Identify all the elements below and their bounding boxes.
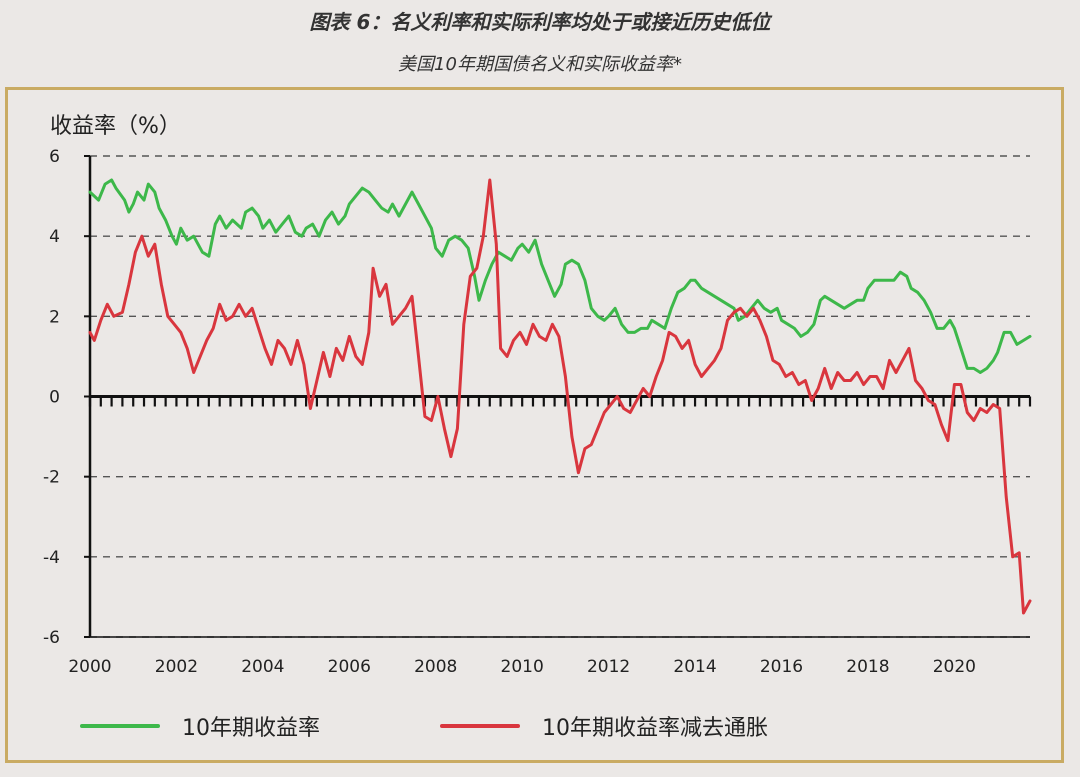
x-tick-label: 2020	[933, 657, 976, 677]
x-tick-label: 2016	[760, 657, 803, 677]
x-tick-label: 2018	[846, 657, 889, 677]
chart-frame	[5, 87, 1064, 763]
y-tick-label: -6	[43, 628, 60, 648]
series-line-nominal	[88, 178, 1032, 374]
x-tick-label: 2010	[501, 657, 544, 677]
series-line-real	[88, 178, 1032, 615]
x-tick-label: 2002	[155, 657, 198, 677]
y-tick-label: 4	[49, 227, 60, 247]
y-tick-label: -2	[43, 468, 60, 488]
legend-label-real: 10年期收益率减去通胀	[542, 716, 768, 741]
y-tick-label: 6	[49, 147, 60, 167]
y-tick-label: 2	[49, 307, 60, 327]
x-tick-label: 2004	[241, 657, 284, 677]
y-tick-label: -4	[43, 548, 60, 568]
legend-item-nominal: 10年期收益率	[80, 708, 320, 744]
legend-swatch-nominal	[80, 724, 160, 728]
legend: 10年期收益率 10年期收益率减去通胀	[0, 708, 1080, 744]
y-tick-label: 0	[49, 388, 60, 408]
chart-subtitle: 美国10年期国债名义和实际收益率*	[398, 54, 682, 75]
legend-label-nominal: 10年期收益率	[182, 716, 320, 741]
chart-title: 图表 6：名义利率和实际利率均处于或接近历史低位	[309, 10, 771, 34]
x-tick-label: 2012	[587, 657, 630, 677]
y-axis-label: 收益率（%）	[50, 114, 181, 139]
x-tick-label: 2006	[328, 657, 371, 677]
x-tick-label: 2008	[414, 657, 457, 677]
legend-item-real: 10年期收益率减去通胀	[440, 708, 768, 744]
legend-swatch-real	[440, 724, 520, 728]
x-tick-label: 2000	[68, 657, 111, 677]
x-tick-label: 2014	[673, 657, 716, 677]
